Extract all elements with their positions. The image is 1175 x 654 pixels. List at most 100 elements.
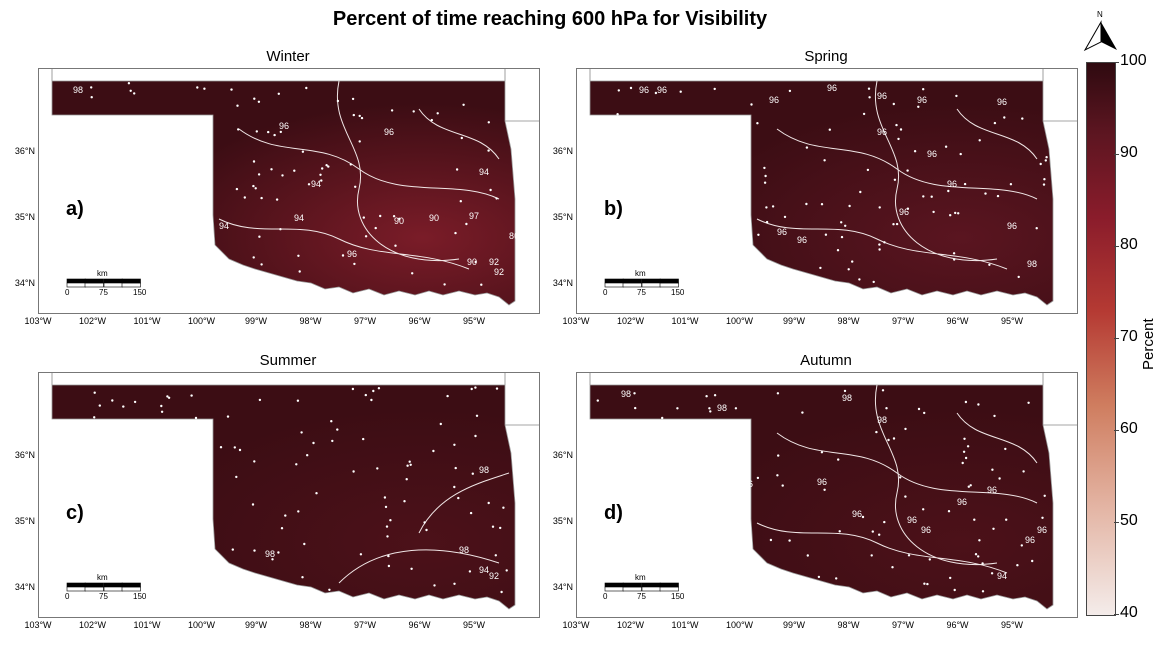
panel-tag: d)	[604, 502, 623, 524]
station-dot	[358, 114, 361, 118]
station-dot	[824, 233, 828, 236]
station-dot	[923, 411, 926, 415]
station-dot	[878, 248, 881, 251]
station-dot	[462, 103, 465, 106]
latitude-label: 36°N	[14, 450, 35, 460]
longitude-label: 95°W	[462, 316, 486, 326]
contour-label: 98	[842, 393, 852, 403]
station-dot	[750, 103, 753, 106]
station-dot	[1017, 275, 1020, 279]
station-dot	[885, 407, 888, 410]
station-dot	[878, 206, 881, 209]
station-dot	[409, 463, 412, 466]
station-dot	[327, 165, 330, 168]
station-dot	[459, 200, 462, 203]
station-dot	[835, 577, 838, 580]
station-dot	[307, 183, 311, 186]
station-dot	[805, 286, 809, 290]
station-dot	[436, 112, 439, 115]
station-dot	[319, 173, 322, 176]
longitude-label: 103°W	[24, 620, 52, 630]
station-dot	[352, 470, 355, 473]
station-dot	[320, 179, 323, 182]
station-dot	[777, 454, 780, 457]
station-dot	[312, 441, 315, 445]
station-dot	[899, 128, 903, 131]
contour-label: 92	[489, 571, 499, 581]
contour-label: 96	[957, 497, 967, 507]
contour-label: 96	[1025, 535, 1035, 545]
station-dot	[875, 430, 878, 434]
station-dot	[253, 97, 256, 100]
station-dot	[917, 407, 921, 411]
station-dot	[996, 194, 1000, 198]
contour-label: 96	[987, 485, 997, 495]
station-dot	[406, 464, 409, 467]
longitude-label: 98°W	[837, 620, 860, 630]
station-dot	[252, 160, 256, 163]
contour-label: 94	[479, 167, 489, 177]
longitude-label: 101°W	[133, 620, 161, 630]
station-dot	[275, 198, 279, 201]
scale-bar	[66, 582, 141, 592]
station-dot	[932, 210, 935, 214]
station-dot	[469, 511, 473, 515]
station-dot	[679, 90, 682, 93]
station-dot	[439, 422, 442, 426]
station-dot	[253, 549, 256, 552]
station-dot	[505, 569, 508, 572]
station-dot	[331, 439, 334, 443]
station-dot	[351, 387, 355, 391]
station-dot	[295, 463, 298, 466]
station-dot	[433, 584, 436, 587]
scale-tick: 75	[637, 288, 646, 297]
station-dot	[907, 554, 911, 557]
contour-label: 96	[899, 207, 909, 217]
station-dot	[952, 252, 956, 255]
station-dot	[984, 192, 987, 195]
station-dot	[922, 508, 925, 511]
scale-unit: km	[635, 269, 646, 278]
station-dot	[383, 496, 387, 499]
map-panel-winter: Winter 98 96 96 94 94 94 90 90 97 94 96 92 86 90 92 km 0 7…	[15, 46, 540, 350]
station-dot	[776, 474, 779, 477]
longitude-label: 97°W	[353, 316, 377, 326]
station-dot	[801, 411, 804, 414]
station-dot	[252, 184, 255, 188]
map-frame: 98 98 98 94 92 km 0 75 150	[38, 372, 540, 618]
station-dot	[336, 99, 340, 103]
figure-title: Percent of time reaching 600 hPa for Vis…	[332, 8, 768, 30]
panel-title: Spring	[804, 48, 848, 65]
station-dot	[454, 231, 457, 235]
state-border	[589, 69, 1077, 122]
contour-label: 96	[769, 95, 779, 105]
panel-tag: b)	[604, 198, 623, 220]
longitude-label: 97°W	[891, 620, 915, 630]
contour-label: 96	[777, 227, 787, 237]
station-dot	[257, 173, 261, 176]
station-dot	[392, 215, 396, 218]
station-dot	[235, 475, 238, 479]
station-dot	[301, 576, 304, 579]
station-dot	[840, 235, 844, 239]
station-dot	[500, 590, 503, 594]
station-dot	[494, 554, 497, 557]
station-dot	[713, 394, 717, 397]
station-dot	[387, 564, 391, 568]
contour-label: 98	[459, 545, 469, 555]
station-dot	[1005, 518, 1008, 521]
station-dot	[410, 567, 413, 570]
station-dot	[892, 223, 895, 226]
station-dot	[499, 526, 502, 530]
station-dot	[966, 445, 970, 448]
contour-label: 90	[467, 257, 477, 267]
station-dot	[1020, 544, 1023, 547]
state-border	[589, 373, 1077, 426]
map-frame: 96 96 96 96 96 96 96 96 96 96 96 96 96 96 98 km 0 75 150	[576, 68, 1078, 314]
station-dot	[495, 387, 499, 390]
station-dot	[300, 431, 303, 434]
station-dot	[867, 87, 871, 90]
station-dot	[252, 256, 255, 259]
station-dot	[303, 542, 306, 546]
